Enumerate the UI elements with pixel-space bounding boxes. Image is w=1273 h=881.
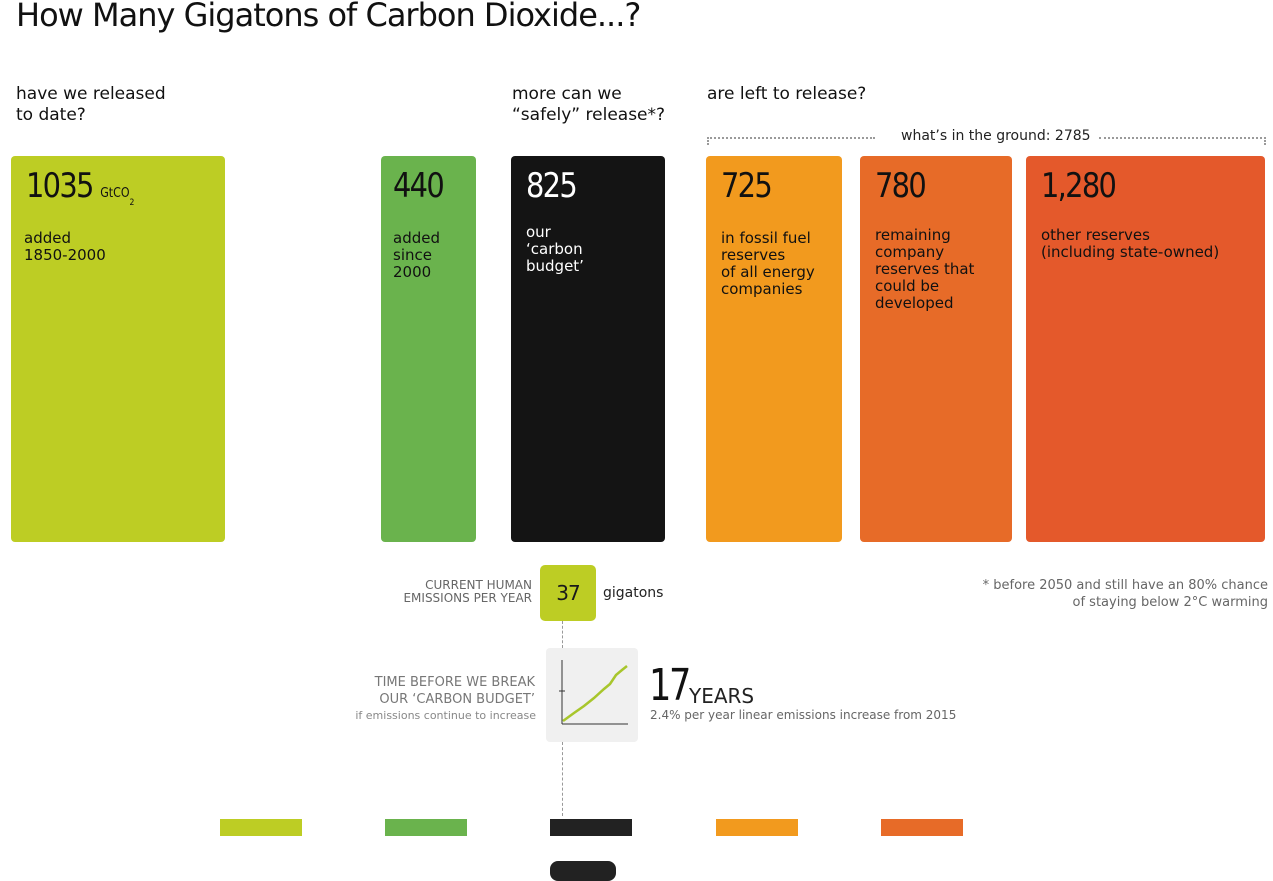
emissions-badge: 37 [540,565,596,621]
bar-released-1850-2000: 1035 GtCO2 added 1850-2000 [11,156,225,542]
bar-energy-company-reserves: 725 in fossil fuel reserves of all energ… [706,156,842,542]
emissions-label: CURRENT HUMAN EMISSIONS PER YEAR [403,578,532,605]
bar-desc: remaining company reserves that could be… [875,226,975,312]
legend-swatch-company-reserves [881,819,963,836]
bar-desc: in fossil fuel reserves of all energy co… [721,229,815,298]
bar-value: 725 [721,166,773,206]
bar-remaining-company-reserves: 780 remaining company reserves that coul… [860,156,1012,542]
bar-desc: added 1850-2000 [24,229,106,264]
question-safely-release: more can we “safely” release*? [512,84,666,125]
time-before-label: TIME BEFORE WE BREAK OUR ‘CARBON BUDGET’ [374,675,535,707]
bar-other-reserves: 1,280 other reserves (including state-ow… [1026,156,1265,542]
emissions-unit: gigatons [603,585,664,601]
bar-value: 1,280 [1041,166,1117,206]
connector-line-bottom [562,742,563,816]
time-before-note: 2.4% per year linear emissions increase … [650,708,957,722]
ground-bracket-left [707,137,875,139]
trend-line-icon [559,660,628,725]
bar-desc: other reserves (including state-owned) [1041,226,1220,261]
page-title: How Many Gigatons of Carbon Dioxide...? [16,0,641,34]
legend-swatch-carbon-budget [550,819,632,836]
bar-value: 440 [393,166,445,206]
ground-bracket-right [1099,137,1266,139]
bar-desc: our ‘carbon budget’ [526,223,584,275]
legend-swatch-released-since-2000 [385,819,467,836]
emissions-value: 37 [556,581,580,605]
time-before-unit: YEARS [689,684,755,708]
bottom-partial-shape [550,861,616,881]
footnote: * before 2050 and still have an 80% chan… [982,578,1268,610]
ground-bracket-tick-left [707,137,709,145]
ground-total-label: what’s in the ground: 2785 [901,128,1091,144]
bar-value: 1035 GtCO2 [26,166,134,208]
bar-carbon-budget: 825 our ‘carbon budget’ [511,156,665,542]
bar-desc: added since 2000 [393,229,440,281]
bar-released-since-2000: 440 added since 2000 [381,156,476,542]
bar-value: 780 [875,166,927,206]
time-before-value: 17 [649,660,691,711]
legend-swatch-energy-reserves [716,819,798,836]
emissions-trend-chart [546,648,638,742]
question-released: have we released to date? [16,84,166,125]
ground-bracket-tick-right [1264,137,1266,145]
bar-value: 825 [526,166,578,206]
question-left-to-release: are left to release? [707,84,867,104]
connector-line-top [562,621,563,648]
legend-swatch-released-1850-2000 [220,819,302,836]
time-before-sublabel: if emissions continue to increase [355,709,536,722]
